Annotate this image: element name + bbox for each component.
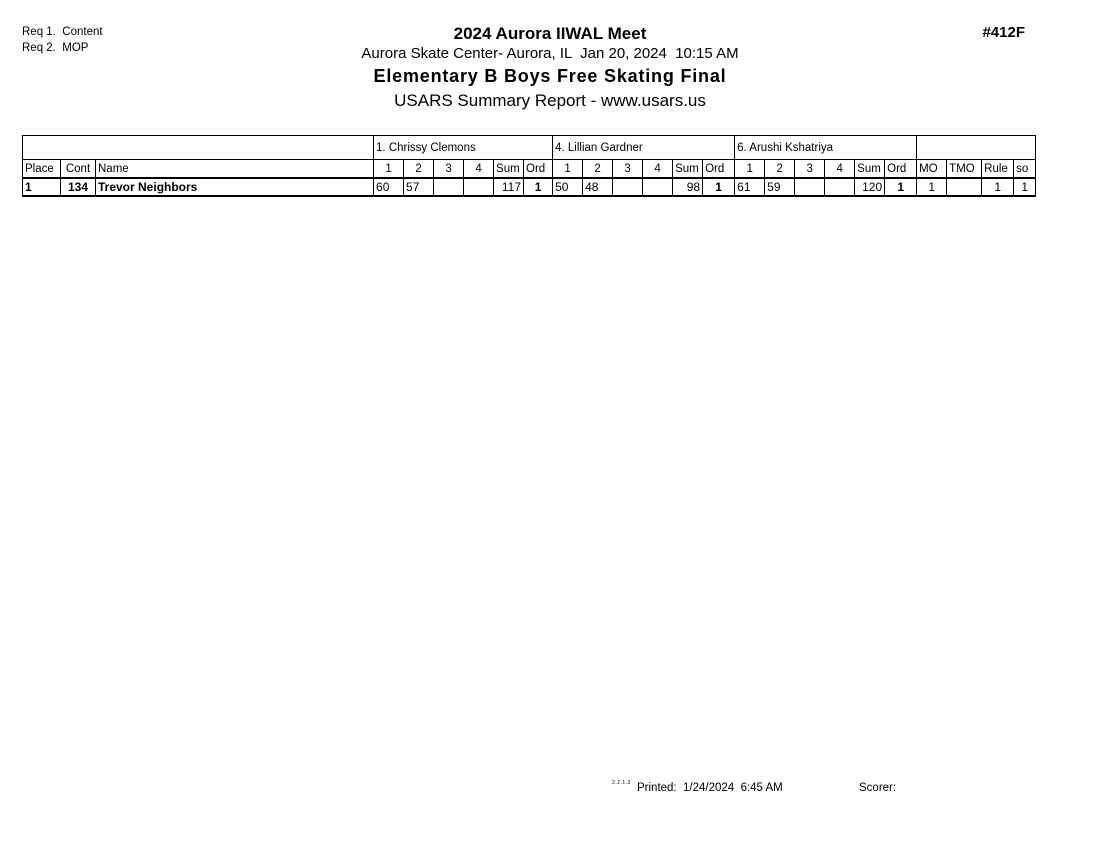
contestant-number: 134 bbox=[60, 177, 96, 197]
col-header-so: so bbox=[1013, 159, 1037, 179]
j3-sum: 120 bbox=[854, 177, 886, 197]
j3-ordinal: 1 bbox=[884, 177, 918, 197]
skater-name: Trevor Neighbors bbox=[94, 177, 375, 197]
j2-score-3 bbox=[612, 177, 644, 197]
event-number: #412F bbox=[982, 24, 1025, 41]
j1-ordinal: 1 bbox=[523, 177, 554, 197]
report-header: 2024 Aurora IIWAL Meet Aurora Skate Cent… bbox=[0, 23, 1100, 113]
col-header-name: Name bbox=[94, 159, 375, 179]
col-header-j1-s3: 3 bbox=[433, 159, 465, 179]
results-table: 1. Chrissy Clemons 4. Lillian Gardner 6.… bbox=[21, 135, 1037, 197]
j1-sum: 117 bbox=[493, 177, 525, 197]
col-header-j2-s3: 3 bbox=[612, 159, 644, 179]
j2-sum: 98 bbox=[672, 177, 704, 197]
col-header-cont: Cont bbox=[60, 159, 96, 179]
judge-name-row: 1. Chrissy Clemons 4. Lillian Gardner 6.… bbox=[21, 135, 1037, 160]
j2-ordinal: 1 bbox=[702, 177, 736, 197]
mo-value: 1 bbox=[916, 177, 948, 197]
judge-row-spacer-right bbox=[916, 135, 1037, 160]
column-header-row: Place Cont Name 1 2 3 4 Sum Ord 1 2 3 4 … bbox=[22, 159, 1037, 179]
judge-row-spacer-left bbox=[21, 135, 375, 160]
col-header-j1-ord: Ord bbox=[523, 159, 554, 179]
col-header-j2-s2: 2 bbox=[582, 159, 614, 179]
judge-2-name: 4. Lillian Gardner bbox=[552, 135, 736, 160]
requirements-block: Req 1. Content Req 2. MOP bbox=[22, 24, 103, 56]
col-header-j3-s3: 3 bbox=[794, 159, 826, 179]
col-header-j2-s1: 1 bbox=[552, 159, 584, 179]
col-header-j3-s4: 4 bbox=[824, 159, 856, 179]
report-title: USARS Summary Report - www.usars.us bbox=[394, 91, 706, 110]
place-value: 1 bbox=[22, 177, 61, 197]
col-header-j1-sum: Sum bbox=[493, 159, 525, 179]
j1-score-2: 57 bbox=[403, 177, 435, 197]
requirement-line-1: Req 1. Content bbox=[22, 26, 103, 38]
col-header-j3-s2: 2 bbox=[764, 159, 796, 179]
software-version-superscript: 2.2.1.3 bbox=[612, 780, 631, 786]
col-header-j1-s4: 4 bbox=[463, 159, 495, 179]
col-header-place: Place bbox=[22, 159, 61, 179]
j3-score-3 bbox=[794, 177, 826, 197]
col-header-j3-sum: Sum bbox=[854, 159, 886, 179]
event-title: Elementary B Boys Free Skating Final bbox=[373, 66, 727, 86]
j3-score-4 bbox=[824, 177, 856, 197]
printed-timestamp: Printed: 1/24/2024 6:45 AM bbox=[637, 782, 783, 794]
j1-score-3 bbox=[433, 177, 465, 197]
scorer-label: Scorer: bbox=[859, 782, 897, 794]
col-header-j2-ord: Ord bbox=[702, 159, 736, 179]
col-header-j2-sum: Sum bbox=[672, 159, 704, 179]
j3-score-1: 61 bbox=[734, 177, 766, 197]
judge-3-name: 6. Arushi Kshatriya bbox=[734, 135, 918, 160]
col-header-j2-s4: 4 bbox=[642, 159, 674, 179]
requirement-line-2: Req 2. MOP bbox=[22, 42, 89, 54]
col-header-j1-s2: 2 bbox=[403, 159, 435, 179]
judge-1-name: 1. Chrissy Clemons bbox=[373, 135, 554, 160]
col-header-mo: MO bbox=[916, 159, 948, 179]
tmo-value bbox=[946, 177, 983, 197]
j2-score-2: 48 bbox=[582, 177, 614, 197]
col-header-tmo: TMO bbox=[946, 159, 983, 179]
j1-score-1: 60 bbox=[373, 177, 405, 197]
venue-date-line: Aurora Skate Center- Aurora, IL Jan 20, … bbox=[361, 45, 739, 62]
col-header-rule: Rule bbox=[981, 159, 1015, 179]
rule-value: 1 bbox=[981, 177, 1015, 197]
j3-score-2: 59 bbox=[764, 177, 796, 197]
col-header-j3-s1: 1 bbox=[734, 159, 766, 179]
skater-result-row: 1 134 Trevor Neighbors 60 57 117 1 50 48… bbox=[22, 177, 1037, 197]
j2-score-4 bbox=[642, 177, 674, 197]
col-header-j3-ord: Ord bbox=[884, 159, 918, 179]
col-header-j1-s1: 1 bbox=[373, 159, 405, 179]
so-value: 1 bbox=[1013, 177, 1037, 197]
j2-score-1: 50 bbox=[552, 177, 584, 197]
j1-score-4 bbox=[463, 177, 495, 197]
meet-title: 2024 Aurora IIWAL Meet bbox=[453, 24, 647, 43]
